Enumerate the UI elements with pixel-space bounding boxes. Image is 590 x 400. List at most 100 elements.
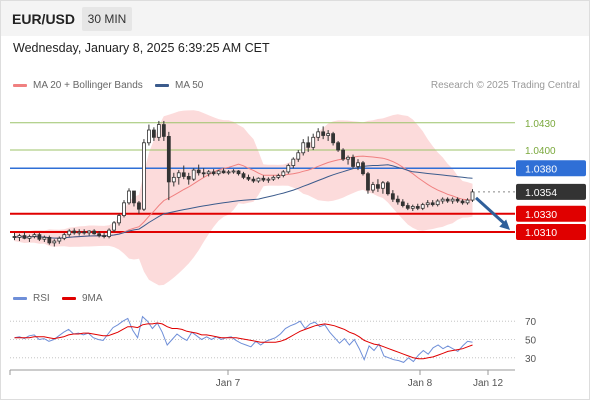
candle: [420, 202, 425, 211]
candle: [341, 148, 345, 161]
candle: [430, 200, 435, 207]
price-badge-1.0354: [516, 183, 586, 200]
candle: [321, 126, 326, 140]
candle: [117, 213, 121, 226]
candle: [331, 131, 336, 146]
candle: [52, 239, 57, 247]
candle: [366, 171, 370, 194]
candle: [27, 234, 32, 242]
candle: [465, 198, 470, 205]
candle: [445, 197, 450, 203]
candle: [311, 133, 316, 151]
candle: [326, 130, 331, 141]
candle: [47, 235, 52, 245]
candle: [271, 175, 276, 181]
candle: [211, 169, 216, 176]
candle: [196, 164, 201, 176]
candle: [102, 232, 106, 239]
candle: [266, 177, 271, 183]
candle: [127, 188, 131, 205]
candle: [67, 229, 72, 237]
candle: [405, 202, 410, 211]
candle: [191, 168, 196, 181]
timeframe-button[interactable]: 30 MIN: [82, 7, 132, 31]
candle: [62, 232, 67, 241]
candle: [176, 170, 181, 185]
candle: [181, 165, 186, 180]
x-tick-label: Jan 8: [408, 378, 433, 389]
rsi-tick-label: 70: [525, 317, 537, 328]
candle: [97, 231, 102, 238]
rsi-line: [14, 315, 473, 363]
candle: [72, 228, 77, 235]
legend-rsi-label: RSI: [33, 293, 50, 304]
candle: [316, 128, 321, 141]
candle: [425, 200, 430, 208]
candle: [37, 232, 42, 242]
candle: [356, 159, 360, 171]
candle: [256, 177, 261, 183]
rsi-tick-label: 30: [525, 354, 537, 365]
candle: [346, 155, 350, 165]
candle: [251, 176, 256, 183]
ma50-swatch: [155, 84, 169, 87]
candle: [231, 169, 236, 174]
candle: [22, 231, 27, 240]
candle: [32, 232, 37, 239]
candle: [455, 197, 460, 203]
candle: [385, 180, 390, 196]
candle: [261, 175, 266, 182]
candle: [470, 189, 475, 202]
candle: [17, 233, 22, 242]
price-badge-label: 1.0310: [525, 227, 557, 239]
candle: [376, 179, 380, 192]
candle: [410, 204, 415, 212]
price-badge-1.0330: [516, 205, 586, 222]
candle: [82, 229, 87, 235]
forecast-arrow-head: [499, 219, 510, 230]
candle: [236, 170, 241, 176]
candle: [381, 180, 385, 194]
candle: [371, 181, 375, 193]
price-badge-label: 1.0330: [525, 209, 557, 221]
copyright-label: Research © 2025 Trading Central: [430, 80, 580, 91]
legend-ma50-label: MA 50: [175, 80, 204, 91]
x-tick-label: Jan 12: [473, 378, 503, 389]
candle: [107, 228, 111, 239]
candle: [57, 236, 62, 244]
candle: [435, 199, 440, 207]
candle: [296, 150, 301, 162]
price-badge-1.0310: [516, 223, 586, 240]
datetime-label: Wednesday, January 8, 2025 6:39:25 AM CE…: [13, 41, 270, 55]
candle: [166, 131, 171, 201]
forecast-arrow-shaft: [474, 196, 508, 227]
candle: [246, 174, 251, 181]
candle: [276, 173, 281, 180]
legend-rsi: RSI: [13, 293, 50, 304]
candle: [151, 127, 156, 141]
price-badge-1.0380: [516, 160, 586, 177]
candle: [216, 170, 221, 176]
ma20-swatch: [13, 84, 27, 87]
legend-9ma-label: 9MA: [82, 293, 103, 304]
candle: [301, 139, 306, 156]
candle: [92, 229, 97, 235]
price-badge-label: 1.0354: [525, 187, 557, 199]
candle: [147, 124, 151, 146]
candle: [77, 229, 82, 236]
candle: [156, 120, 161, 141]
candle: [186, 172, 191, 185]
candle: [440, 197, 445, 204]
price-badge-label: 1.0380: [525, 163, 557, 175]
candle: [291, 157, 296, 169]
candle: [161, 120, 166, 141]
candle: [306, 136, 311, 152]
candle: [336, 140, 340, 152]
ma50-line: [14, 164, 473, 239]
candle: [281, 170, 286, 178]
candle: [122, 200, 126, 218]
x-tick-label: Jan 7: [216, 378, 241, 389]
legend-ma20-label: MA 20 + Bollinger Bands: [33, 80, 143, 91]
candle: [171, 172, 176, 187]
